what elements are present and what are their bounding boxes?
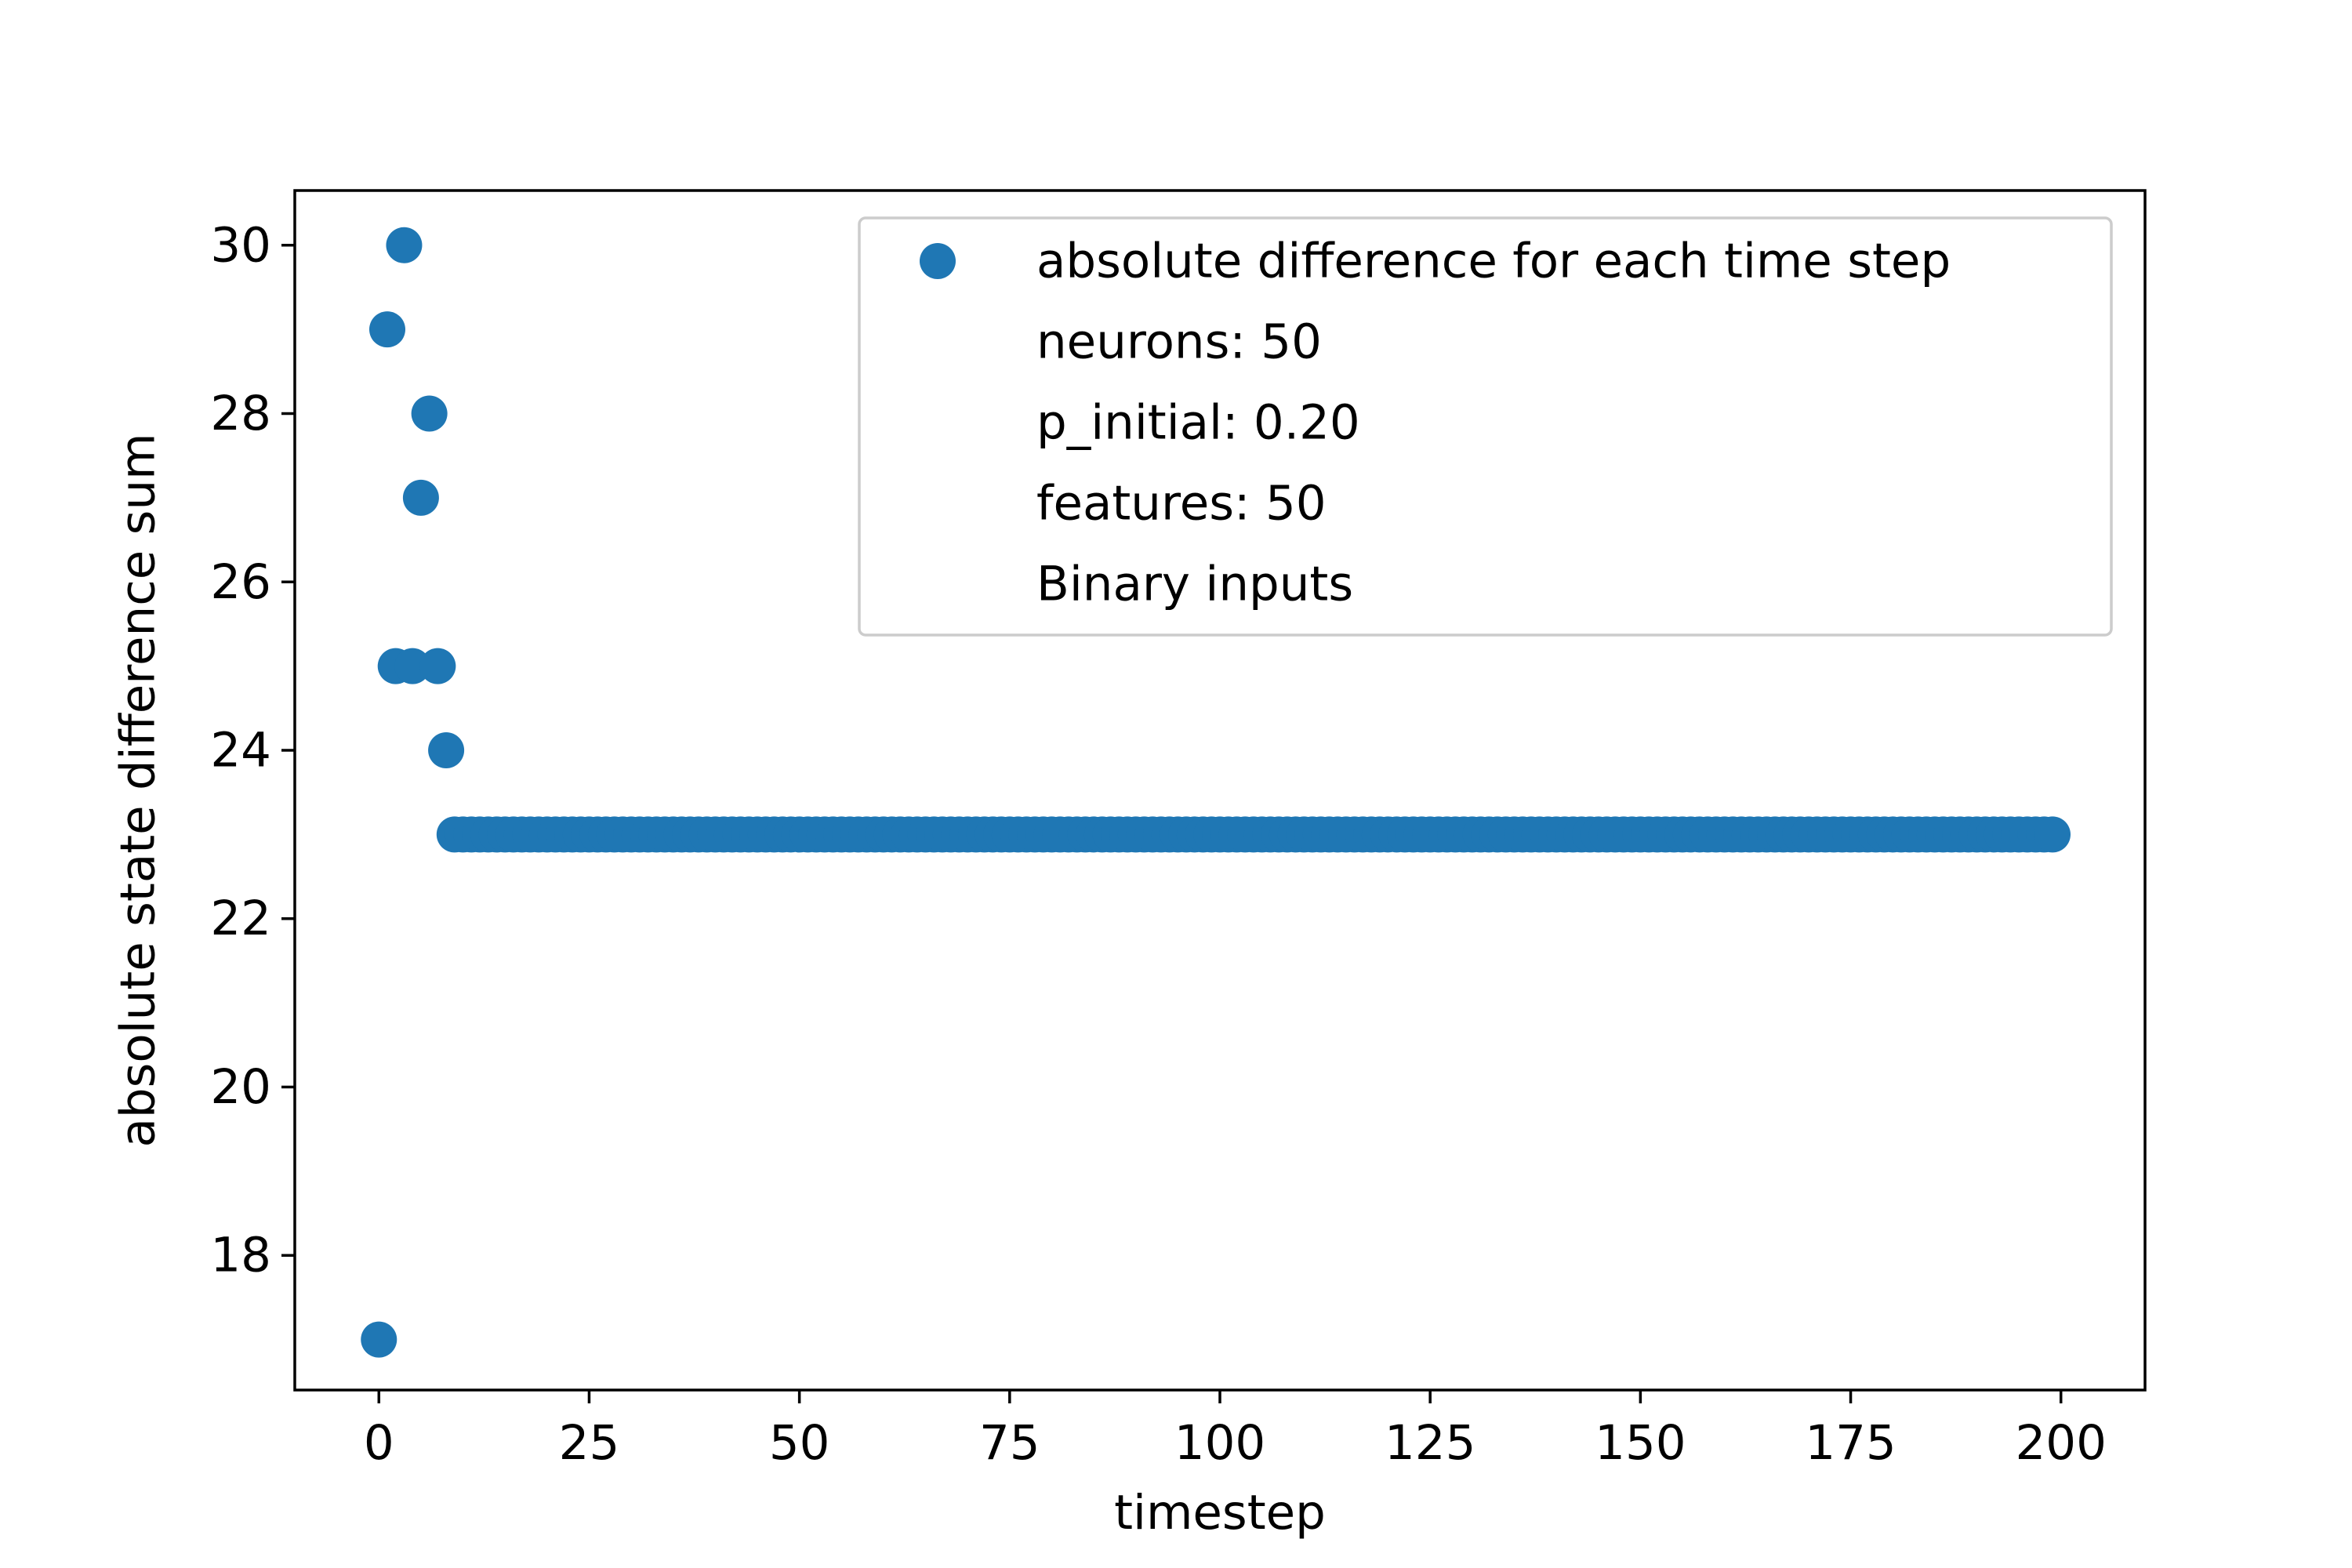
scatter-points: [361, 227, 2071, 1358]
x-tick-label: 200: [2016, 1415, 2107, 1471]
data-point: [402, 479, 439, 516]
y-tick-label: 18: [210, 1228, 271, 1283]
x-axis-label: timestep: [1114, 1485, 1326, 1541]
y-axis-label: absolute state difference sum: [111, 433, 166, 1147]
legend-entry-neurons: neurons: 50: [1036, 314, 1322, 370]
x-tick-label: 75: [979, 1415, 1040, 1471]
data-point: [386, 227, 423, 263]
x-axis-ticks: 0 25 50 75 100 125 150 175 200: [364, 1390, 2107, 1471]
legend-entry-p-initial: p_initial: 0.20: [1036, 395, 1360, 451]
x-tick-label: 100: [1174, 1415, 1265, 1471]
x-tick-label: 150: [1595, 1415, 1686, 1471]
legend-marker: [920, 243, 956, 279]
data-point: [2034, 816, 2071, 853]
legend-box: [858, 216, 2113, 637]
legend: absolute difference for each time step n…: [858, 216, 2113, 637]
y-tick-label: 24: [210, 723, 271, 779]
data-point: [361, 1321, 397, 1358]
data-point: [419, 648, 456, 684]
y-tick-label: 22: [210, 891, 271, 946]
x-tick-label: 125: [1385, 1415, 1475, 1471]
legend-entry-binary-inputs: Binary inputs: [1036, 557, 1353, 612]
y-axis-ticks: 18 20 22 24 26 28 30: [210, 217, 295, 1283]
y-tick-label: 20: [210, 1059, 271, 1115]
x-tick-label: 175: [1805, 1415, 1896, 1471]
data-point: [394, 648, 431, 684]
data-point: [369, 311, 405, 348]
x-tick-label: 25: [559, 1415, 620, 1471]
x-tick-label: 50: [769, 1415, 830, 1471]
legend-entry-features: features: 50: [1036, 476, 1327, 532]
data-point: [411, 395, 448, 432]
plot-frame: [293, 189, 2147, 1392]
x-tick-label: 0: [364, 1415, 394, 1471]
y-tick-label: 30: [210, 217, 271, 273]
y-tick-label: 28: [210, 386, 271, 441]
y-tick-label: 26: [210, 554, 271, 610]
data-point: [428, 732, 465, 768]
legend-entry-label: absolute difference for each time step: [1036, 234, 1951, 289]
